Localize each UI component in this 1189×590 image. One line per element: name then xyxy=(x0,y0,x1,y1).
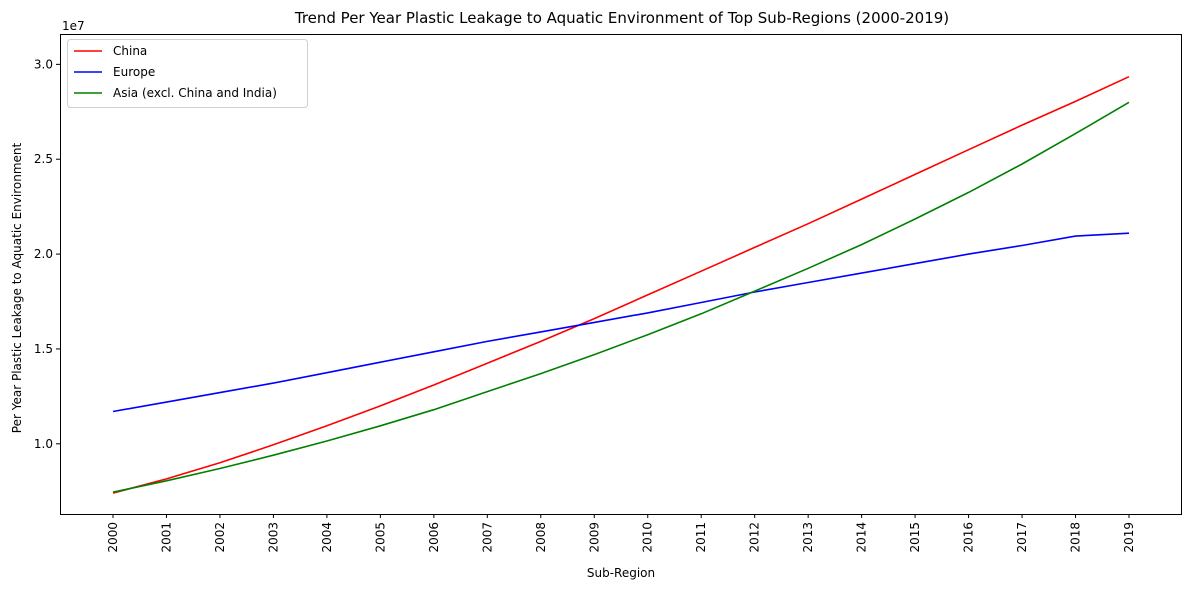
x-tick-label: 2007 xyxy=(480,522,494,553)
legend-label: Europe xyxy=(113,65,155,79)
x-tick-label: 2012 xyxy=(748,522,762,553)
x-tick-label: 2014 xyxy=(855,522,869,553)
legend-label: Asia (excl. China and India) xyxy=(113,86,277,100)
x-axis: 2000 2001 2002 2003 2004 2005 2006 2007 2008 2009… xyxy=(106,514,1136,553)
x-tick-label: 2011 xyxy=(694,522,708,553)
x-tick-label: 2006 xyxy=(427,522,441,553)
y-offset-label: 1e7 xyxy=(62,19,85,33)
y-tick-label: 1.0 xyxy=(34,437,53,451)
x-axis-label: Sub-Region xyxy=(587,566,655,580)
legend: China Europe Asia (excl. China and India) xyxy=(67,39,308,108)
legend-label: China xyxy=(113,44,147,58)
plot-lines xyxy=(112,75,1130,494)
y-axis: 1.0 1.5 2.0 2.5 3.0 xyxy=(34,57,60,451)
x-tick-label: 2001 xyxy=(159,522,173,553)
x-tick-label: 2018 xyxy=(1069,522,1083,553)
y-axis-label: Per Year Plastic Leakage to Aquatic Envi… xyxy=(10,143,24,434)
x-tick-label: 2004 xyxy=(320,522,334,553)
x-tick-label: 2016 xyxy=(962,522,976,553)
x-tick-label: 2000 xyxy=(106,522,120,553)
series-line-2 xyxy=(112,232,1130,413)
legend-box xyxy=(67,39,308,108)
y-tick-label: 2.5 xyxy=(34,152,53,166)
y-tick-label: 3.0 xyxy=(34,57,53,71)
x-tick-label: 2013 xyxy=(801,522,815,553)
x-tick-label: 2015 xyxy=(908,522,922,553)
x-tick-label: 2003 xyxy=(266,522,280,553)
series-line-3 xyxy=(112,101,1130,493)
x-tick-label: 2019 xyxy=(1122,522,1136,553)
x-tick-label: 2005 xyxy=(373,522,387,553)
x-tick-label: 2010 xyxy=(641,522,655,553)
series-line-1 xyxy=(112,75,1130,494)
plot-frame xyxy=(60,34,1182,515)
x-tick-label: 2009 xyxy=(587,522,601,553)
chart-title: Trend Per Year Plastic Leakage to Aquati… xyxy=(294,9,949,27)
y-tick-label: 1.5 xyxy=(34,342,53,356)
x-tick-label: 2017 xyxy=(1015,522,1029,553)
x-tick-label: 2008 xyxy=(534,522,548,553)
x-tick-label: 2002 xyxy=(213,522,227,553)
y-tick-label: 2.0 xyxy=(34,247,53,261)
